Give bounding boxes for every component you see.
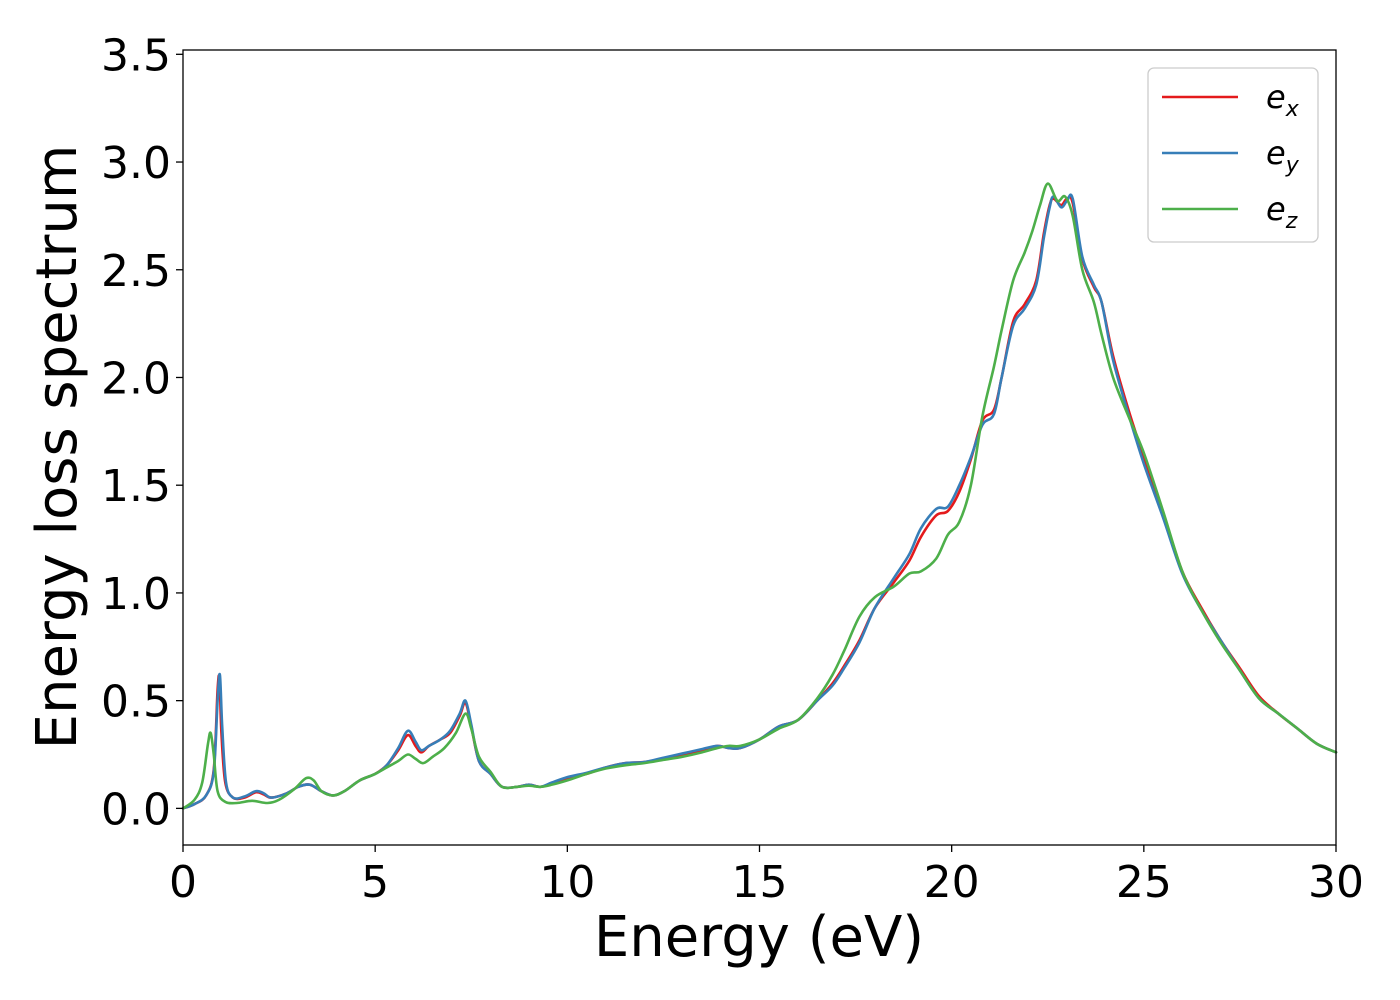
series-line-z [181,182,1338,810]
x-axis-title: Energy (eV) [594,905,924,970]
x-axis-ticks: 0 5 10 15 20 25 30 [169,845,1364,908]
legend: ex ey ez [1147,67,1319,243]
legend-label-z: ez [1266,190,1298,234]
y-tick-label: 1.0 [101,569,171,620]
x-tick-label: 5 [361,857,389,908]
x-tick-label: 15 [732,857,788,908]
series-layer [181,182,1338,810]
y-axis-ticks: 0.0 0.5 1.0 1.5 2.0 2.5 3.0 3.5 [101,30,183,835]
x-tick-label: 0 [169,857,197,908]
y-tick-label: 1.5 [101,461,171,512]
y-tick-label: 0.5 [101,677,171,728]
y-tick-label: 0.0 [101,784,171,835]
plot-background [183,50,1336,845]
y-tick-label: 3.0 [101,138,171,189]
x-tick-label: 10 [539,857,595,908]
legend-label-y: ey [1266,134,1300,178]
y-tick-label: 2.0 [101,353,171,404]
y-axis-title: Energy loss spectrum [25,145,90,750]
x-tick-label: 25 [1116,857,1172,908]
legend-label-x: ex [1266,78,1300,122]
series-line-y [181,193,1338,810]
y-tick-label: 2.5 [101,246,171,297]
legend-box [1147,67,1319,243]
x-tick-label: 30 [1308,857,1364,908]
y-tick-label: 3.5 [101,30,171,81]
x-tick-label: 20 [924,857,980,908]
